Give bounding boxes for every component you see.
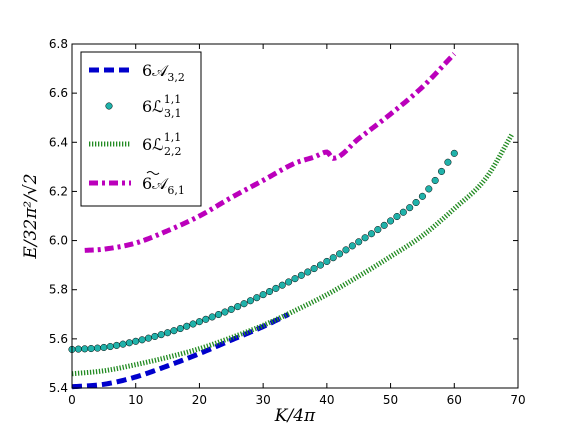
legend-marker-1 bbox=[105, 102, 113, 110]
series-1-point bbox=[195, 318, 203, 326]
legend-label-0: 6𝒜3,2 bbox=[142, 61, 185, 84]
series-1-point bbox=[297, 271, 305, 279]
series-1-point bbox=[176, 324, 184, 333]
series-1-point bbox=[367, 230, 376, 238]
series-1-point bbox=[278, 281, 286, 289]
series-1-point bbox=[387, 217, 395, 225]
legend-label-1: 6ℒ1,1 3,1 bbox=[142, 93, 182, 120]
series-1-point bbox=[100, 343, 108, 352]
series-1-point bbox=[265, 287, 274, 296]
series-1-point bbox=[151, 332, 159, 340]
series-1-point bbox=[393, 212, 401, 221]
series-3-line bbox=[84, 52, 457, 253]
y-tick-label: 6.0 bbox=[49, 234, 68, 248]
series-1-point bbox=[304, 268, 312, 276]
y-tick-label: 5.6 bbox=[49, 332, 68, 346]
x-tick-label: 70 bbox=[510, 393, 525, 407]
series-1-point bbox=[246, 297, 254, 305]
x-axis-label: K/4π bbox=[274, 406, 316, 426]
legend-frame bbox=[80, 51, 202, 207]
series-1-point bbox=[106, 342, 114, 351]
series-1-point bbox=[291, 275, 299, 283]
x-tick-label: 0 bbox=[68, 393, 76, 407]
series-1-point bbox=[431, 176, 439, 185]
y-tick-label: 6.2 bbox=[49, 184, 68, 198]
x-tick-label: 50 bbox=[383, 393, 398, 407]
series-1-point bbox=[450, 149, 458, 157]
legend-entries: 6𝒜3,2 6ℒ1,1 3,1 6ℒ1,1 2,2 6𝒜6,1 bbox=[89, 61, 185, 197]
legend-label-2: 6ℒ1,1 2,2 bbox=[142, 131, 182, 158]
series-1-point bbox=[202, 315, 210, 323]
series-1-point bbox=[336, 250, 344, 258]
y-axis-label: E/32π²/√2 bbox=[21, 173, 41, 259]
series-1-point bbox=[81, 345, 89, 353]
series-1-point bbox=[87, 344, 95, 353]
y-tick-label: 6.4 bbox=[49, 135, 68, 149]
series-1-point bbox=[157, 331, 165, 339]
series-1-point bbox=[380, 221, 388, 229]
plot-frame bbox=[71, 43, 519, 389]
y-tick-label: 6.6 bbox=[49, 86, 68, 100]
series-1-point bbox=[221, 308, 229, 316]
series-1-point bbox=[418, 192, 426, 200]
series-1-point bbox=[437, 167, 446, 175]
series-1-point bbox=[342, 246, 350, 254]
x-tick-label: 20 bbox=[192, 393, 207, 407]
x-tick-label: 60 bbox=[447, 393, 462, 407]
series-1-point bbox=[189, 320, 197, 328]
series-0-line bbox=[71, 312, 290, 390]
series-1-point bbox=[355, 238, 363, 246]
series-1-point bbox=[234, 303, 242, 311]
legend: 6𝒜3,2 6ℒ1,1 3,1 6ℒ1,1 2,2 6𝒜6,1 bbox=[80, 51, 202, 207]
y-tick-label: 5.4 bbox=[49, 381, 68, 395]
series-1-point bbox=[164, 329, 172, 337]
series-1-point bbox=[113, 341, 121, 349]
series-1-point bbox=[310, 265, 318, 273]
y-tick-label: 6.8 bbox=[49, 37, 68, 51]
series-1-point bbox=[93, 344, 102, 352]
series-1-point bbox=[374, 226, 382, 234]
series-1-point bbox=[272, 284, 280, 292]
series-1-point bbox=[125, 339, 133, 347]
series-1-point bbox=[425, 185, 433, 193]
legend-tilde bbox=[146, 171, 160, 175]
series-1-point bbox=[227, 305, 235, 313]
series-1-point bbox=[399, 208, 407, 216]
x-tick-label: 10 bbox=[128, 393, 143, 407]
legend-label-3: 6𝒜6,1 bbox=[142, 174, 185, 197]
series-1-point bbox=[316, 261, 325, 269]
series-1-point bbox=[323, 257, 331, 266]
series-1-point bbox=[361, 234, 369, 242]
series-1-point bbox=[348, 242, 356, 250]
series-1-point bbox=[329, 254, 337, 262]
series-1-point bbox=[138, 336, 146, 344]
series-1-point bbox=[240, 300, 248, 308]
series-1-point bbox=[259, 291, 267, 299]
series-1-point bbox=[406, 204, 414, 212]
x-tick-label: 40 bbox=[319, 393, 334, 407]
series-1-point bbox=[444, 158, 452, 166]
series-1-point bbox=[208, 313, 216, 321]
series-1-point bbox=[183, 322, 191, 330]
x-tick-label: 30 bbox=[256, 393, 271, 407]
series-1-point bbox=[119, 340, 127, 348]
series-1-point bbox=[285, 278, 293, 286]
series-1-point bbox=[412, 198, 420, 207]
series-1-point bbox=[144, 334, 153, 342]
series-1-point bbox=[132, 337, 140, 345]
ticks-layer: 0 10 20 30 40 50 60 70 5.4 5.6 5.8 6.0 6.2 6.4 6.6 6.8 bbox=[49, 37, 526, 407]
series-layer bbox=[68, 52, 514, 390]
series-1-point bbox=[214, 310, 223, 319]
series-1-point bbox=[253, 294, 261, 302]
series-1-point bbox=[170, 327, 178, 335]
y-tick-label: 5.8 bbox=[49, 283, 68, 297]
series-1-point bbox=[74, 345, 82, 353]
